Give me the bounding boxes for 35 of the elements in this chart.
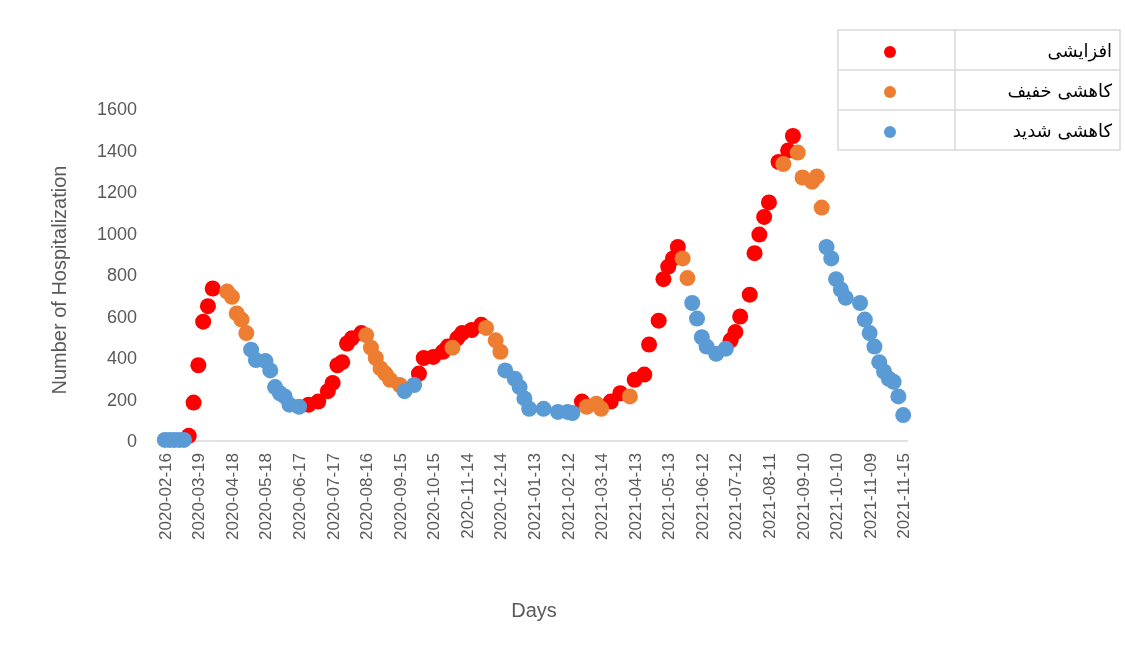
x-tick-label: 2021-05-13 (659, 453, 679, 540)
x-tick-label: 2020-11-14 (457, 453, 477, 539)
x-tick-label: 2020-02-16 (155, 453, 175, 540)
x-tick-label: 2020-03-19 (189, 453, 209, 540)
x-tick-label: 2021-10-10 (827, 453, 847, 540)
y-tick-label: 200 (106, 389, 137, 410)
x-tick-label: 2021-03-14 (592, 453, 612, 540)
x-axis-title: Days (511, 599, 557, 621)
x-tick-label: 2021-11-09 (860, 453, 880, 539)
x-tick-label: 2020-05-18 (256, 453, 276, 540)
x-tick-label: 2021-07-12 (726, 453, 746, 540)
x-tick-label: 2020-08-16 (357, 453, 377, 540)
x-tick-label: 2021-09-10 (793, 453, 813, 540)
x-tick-label: 2020-12-14 (491, 453, 511, 540)
y-tick-label: 1400 (96, 140, 137, 161)
legend: افزایشی کاهشی خفیف کاهشی شدید (837, 29, 1121, 151)
x-tick-label: 2020-04-18 (222, 453, 242, 540)
y-tick-label: 800 (106, 265, 137, 285)
x-tick-label: 2021-04-13 (625, 453, 645, 540)
y-tick-label: 1200 (96, 182, 137, 202)
x-tick-label: 2021-01-13 (525, 453, 544, 540)
x-tick-label: 2021-06-12 (692, 453, 712, 540)
x-tick-label: 2021-11-15 (894, 453, 914, 539)
x-tick-label: 2021-08-11 (759, 453, 779, 539)
x-tick-label: 2020-07-17 (323, 453, 343, 540)
y-tick-label: 600 (106, 306, 137, 327)
y-tick-label: 0 (126, 431, 137, 451)
y-axis-title: Number of Hospitalization (48, 165, 70, 395)
x-tick-label: 2020-09-15 (390, 453, 410, 540)
y-tick-label: 1000 (96, 223, 137, 244)
y-tick-label: 1600 (96, 99, 137, 119)
y-tick-label: 400 (106, 348, 137, 368)
x-tick-label: 2020-06-17 (290, 453, 310, 540)
x-tick-label: 2020-10-15 (424, 453, 444, 540)
x-tick-label: 2021-02-12 (558, 453, 578, 540)
